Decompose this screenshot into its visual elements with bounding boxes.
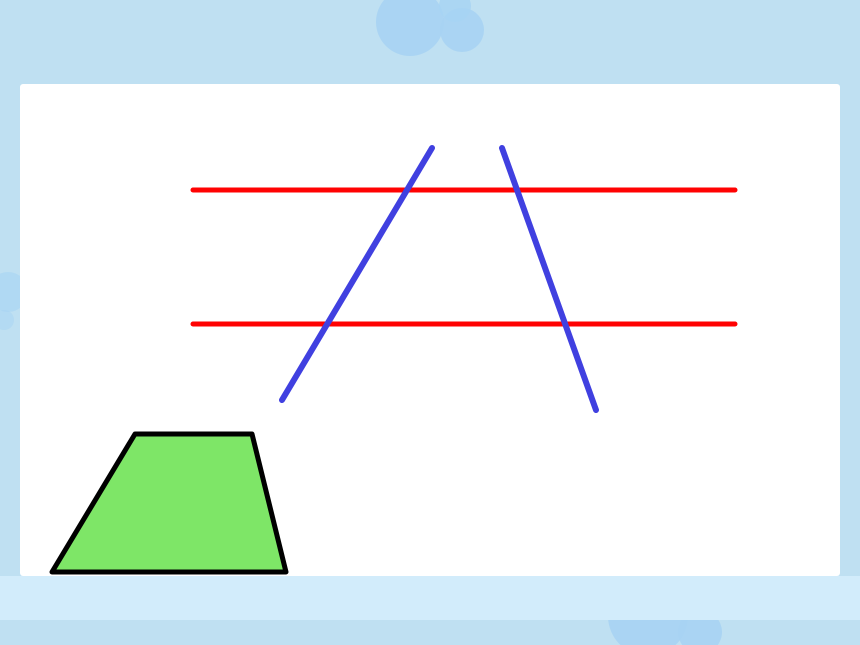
scene-svg xyxy=(0,0,860,645)
stage xyxy=(0,0,860,645)
footer-strip xyxy=(0,576,860,620)
